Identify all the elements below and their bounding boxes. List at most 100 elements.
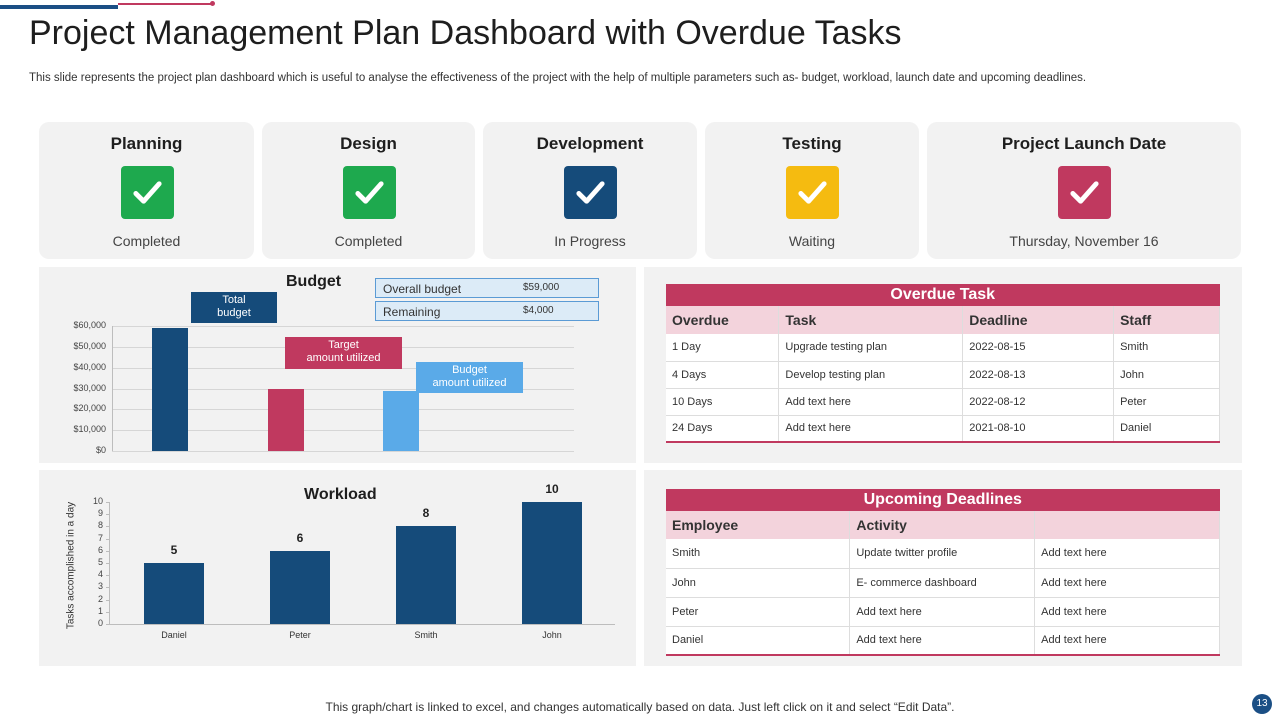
page-subtitle: This slide represents the project plan d… [29, 72, 1087, 84]
workload-bar [144, 563, 204, 624]
callout-line: Target [328, 339, 359, 351]
column-header: Task [778, 306, 964, 334]
y-tick-label: 3 [97, 581, 103, 592]
column-header: Overdue [666, 306, 780, 334]
stage-status: Completed [334, 233, 403, 249]
table-cell: Upgrade testing plan [778, 334, 964, 362]
table-cell: 4 Days [666, 361, 780, 389]
y-tick-mark [106, 550, 109, 552]
budget-chart-title: Budget [286, 273, 342, 290]
stage-status: Thursday, November 16 [1009, 233, 1159, 249]
overall-budget-label: Overall budget [383, 282, 462, 296]
table-cell: 2021-08-10 [962, 415, 1115, 443]
y-tick-label: $60,000 [73, 320, 106, 330]
x-category-label: Peter [289, 630, 311, 640]
y-tick-mark [106, 526, 109, 528]
stage-name: Testing [782, 134, 842, 153]
table-cell: 10 Days [666, 388, 780, 416]
page-number: 13 [1252, 694, 1272, 714]
y-tick-mark [106, 575, 109, 577]
gridline [112, 388, 574, 390]
check-icon [1070, 181, 1099, 204]
stage-card-launch-date: Project Launch Date Thursday, November 1… [927, 122, 1241, 259]
stage-card-testing: Testing Waiting [705, 122, 919, 259]
gridline [112, 451, 574, 452]
table-cell: Add text here [1034, 568, 1220, 598]
y-tick-label: $30,000 [73, 382, 106, 393]
y-tick-mark [106, 611, 109, 613]
workload-bar [270, 550, 330, 624]
gridline [112, 326, 574, 327]
y-tick-label: 9 [97, 508, 103, 519]
table-cell: Add text here [778, 415, 964, 443]
y-tick-label: 6 [97, 544, 103, 555]
remaining-budget-label: Remaining [383, 305, 441, 319]
top-accent-dot [210, 1, 215, 6]
y-tick-mark [106, 538, 109, 540]
column-header: Activity [849, 511, 1036, 539]
upcoming-deadlines-table: Upcoming Deadlines Employee Activity Smi… [666, 489, 1220, 656]
table-cell: Add text here [1034, 626, 1220, 656]
table-cell: E- commerce dashboard [849, 568, 1036, 598]
table-row: 1 Day Upgrade testing plan 2022-08-15 Sm… [666, 334, 1220, 362]
y-tick-label: 7 [97, 532, 103, 543]
target-amount-callout: Target amount utilized [285, 337, 402, 369]
table-row: Smith Update twitter profile Add text he… [666, 539, 1220, 569]
footer-note: This graph/chart is linked to excel, and… [325, 700, 955, 714]
total-budget-callout: Total budget [191, 292, 277, 323]
stage-status: Waiting [788, 233, 836, 249]
y-tick-label: 2 [97, 593, 103, 604]
table-cell: Peter [666, 597, 851, 627]
y-tick-mark [106, 599, 109, 601]
y-tick-mark [106, 563, 109, 564]
budget-bar [268, 388, 304, 451]
bar-value-label: 10 [545, 482, 559, 496]
table-row: 24 Days Add text here 2021-08-10 Daniel [666, 415, 1220, 443]
top-accent-bar [0, 5, 118, 9]
x-axis-line [109, 624, 615, 625]
table-row: Daniel Add text here Add text here [666, 626, 1220, 656]
top-accent-line [118, 3, 212, 5]
y-tick-mark [106, 624, 109, 625]
y-tick-mark [106, 514, 109, 516]
column-header [1034, 511, 1220, 539]
y-tick-label: $0 [95, 445, 106, 455]
column-header: Deadline [962, 306, 1115, 334]
overall-budget-value: $59,000 [523, 282, 560, 293]
table-row: Peter Add text here Add text here [666, 597, 1220, 627]
stage-status-box [120, 166, 174, 219]
gridline [112, 409, 574, 411]
table-cell: Add text here [1034, 597, 1220, 627]
table-cell: 24 Days [666, 415, 780, 443]
callout-line: amount utilized [306, 352, 381, 364]
x-category-label: John [542, 630, 562, 640]
overdue-task-table: Overdue Task Overdue Task Deadline Staff… [666, 284, 1220, 443]
table-cell: Add text here [778, 388, 964, 416]
y-tick-label: 8 [97, 520, 103, 531]
table-cell: Daniel [666, 626, 851, 656]
check-icon [132, 181, 162, 204]
y-tick-label: 5 [97, 557, 103, 567]
remaining-budget-row: Remaining $4,000 [375, 301, 599, 321]
table-cell: 2022-08-12 [962, 388, 1115, 416]
bar-value-label: 6 [296, 530, 304, 545]
budget-bar [152, 328, 188, 451]
overall-budget-row: Overall budget $59,000 [375, 278, 599, 298]
y-tick-mark [106, 587, 109, 589]
table-cell: Daniel [1113, 415, 1220, 443]
stage-status: In Progress [554, 233, 626, 249]
table-row: 10 Days Add text here 2022-08-12 Peter [666, 388, 1220, 416]
budget-bar [383, 390, 419, 451]
callout-line: budget [217, 307, 251, 319]
y-axis-line [112, 326, 113, 451]
callout-line: Total [222, 294, 246, 306]
bar-value-label: 8 [422, 506, 430, 521]
y-tick-label: $10,000 [73, 424, 106, 435]
check-icon [576, 181, 605, 204]
check-icon [798, 181, 827, 204]
stage-status-box [342, 166, 396, 219]
y-tick-label: 1 [97, 605, 103, 616]
stage-card-design: Design Completed [262, 122, 475, 259]
overdue-table-title: Overdue Task [666, 284, 1220, 306]
table-cell: Add text here [849, 626, 1036, 656]
